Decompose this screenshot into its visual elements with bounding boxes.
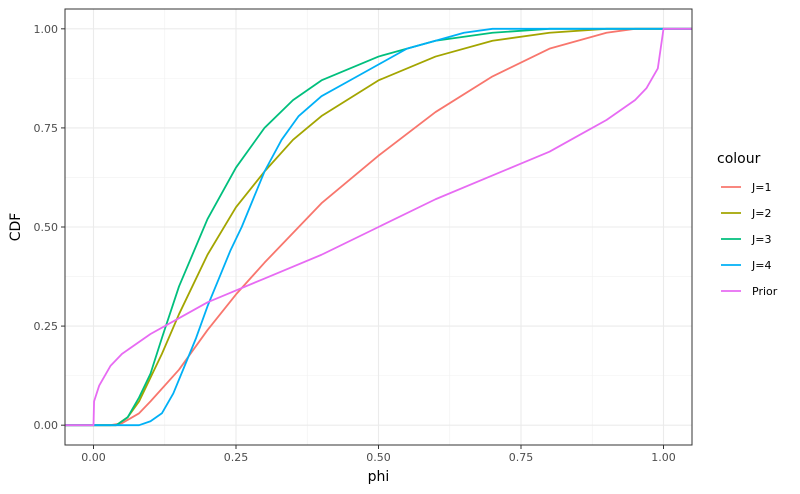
- x-tick-label: 0.00: [81, 451, 106, 464]
- legend-label: J=2: [751, 207, 771, 220]
- legend-label: Prior: [752, 285, 778, 298]
- legend-title: colour: [717, 151, 761, 167]
- legend-label: J=1: [751, 181, 771, 194]
- y-tick-label: 0.50: [34, 221, 59, 234]
- y-tick-label: 1.00: [34, 23, 59, 36]
- series-line-j-4: [65, 27, 692, 427]
- y-tick-label: 0.25: [34, 320, 59, 333]
- series-lines: [65, 27, 692, 427]
- y-axis-title: CDF: [8, 213, 24, 242]
- x-tick-label: 1.00: [651, 451, 676, 464]
- series-line-prior: [65, 27, 692, 427]
- series-line-j-1: [65, 27, 692, 427]
- legend-label: J=3: [751, 233, 771, 246]
- x-tick-label: 0.25: [224, 451, 249, 464]
- legend-label: J=4: [751, 259, 771, 272]
- x-axis-title: phi: [368, 469, 390, 485]
- x-axis: 0.00 0.25 0.50 0.75 1.00: [81, 445, 676, 464]
- legend: colour J=1 J=2 J=3 J=4 Prior: [717, 151, 778, 298]
- y-tick-label: 0.75: [34, 122, 59, 135]
- y-axis: 0.00 0.25 0.50 0.75 1.00: [34, 23, 65, 432]
- x-tick-label: 0.50: [366, 451, 391, 464]
- series-line-j-3: [65, 27, 692, 427]
- y-tick-label: 0.00: [34, 419, 59, 432]
- x-tick-label: 0.75: [509, 451, 534, 464]
